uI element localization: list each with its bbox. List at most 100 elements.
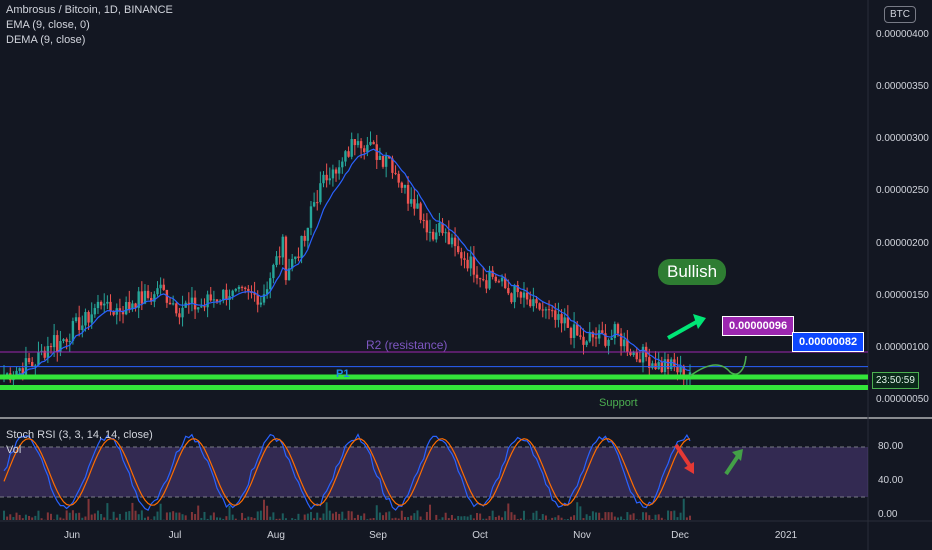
volume-bar xyxy=(281,513,284,520)
volume-bar xyxy=(613,516,616,520)
volume-bar xyxy=(660,517,663,520)
candle-body xyxy=(109,301,112,312)
candle-body xyxy=(507,288,510,294)
volume-bar xyxy=(216,517,219,520)
volume-bar xyxy=(623,519,626,520)
volume-bar xyxy=(75,513,78,520)
volume-bar xyxy=(297,513,300,520)
bullish-bubble: Bullish xyxy=(658,259,727,285)
candle-body xyxy=(623,339,626,347)
x-tick-label: Dec xyxy=(671,530,689,541)
candle-body xyxy=(560,314,563,324)
p1-label: P1 xyxy=(336,368,350,380)
candle-body xyxy=(344,151,347,162)
candle-body xyxy=(306,227,310,241)
volume-bar xyxy=(532,512,535,520)
volume-bar xyxy=(397,518,400,520)
volume-bar xyxy=(115,517,118,520)
candle-body xyxy=(200,306,203,308)
candle-body xyxy=(21,368,24,375)
candle-body xyxy=(231,290,234,297)
stoch-d-line xyxy=(3,438,691,506)
volume-bar xyxy=(347,510,350,520)
volume-bar xyxy=(372,517,375,520)
candle-body xyxy=(651,363,654,369)
volume-bar xyxy=(635,519,638,520)
candle-body xyxy=(287,268,291,281)
candle-body xyxy=(403,184,407,188)
rsi-band xyxy=(0,447,868,497)
candle-body xyxy=(212,299,216,301)
candle-body xyxy=(450,237,454,245)
candle-body xyxy=(309,206,313,228)
volume-bar xyxy=(244,518,247,520)
volume-bar xyxy=(275,518,278,520)
candle-body xyxy=(591,332,595,338)
candle-body xyxy=(106,301,109,304)
candle-body xyxy=(535,299,538,304)
candle-body xyxy=(532,299,535,307)
candle-body xyxy=(541,309,544,311)
volume-bar xyxy=(519,518,522,520)
volume-bar xyxy=(306,513,309,520)
candle-body xyxy=(240,286,244,288)
volume-bar xyxy=(294,518,297,520)
volume-bar xyxy=(435,514,438,520)
volume-bar xyxy=(620,516,623,520)
volume-bar xyxy=(400,510,403,520)
volume-bar xyxy=(429,504,432,520)
volume-bar xyxy=(591,511,594,520)
candle-body xyxy=(478,278,482,280)
candle-body xyxy=(312,202,316,207)
volume-bar xyxy=(385,512,388,520)
volume-bar xyxy=(137,514,140,520)
candle-body xyxy=(350,139,353,157)
volume-bar xyxy=(84,516,87,520)
y-tick-label: 0.00000100 xyxy=(876,341,929,353)
volume-bar xyxy=(106,503,109,520)
candle-body xyxy=(641,346,645,363)
ema-line xyxy=(3,148,691,378)
candle-body xyxy=(372,141,375,145)
volume-bar xyxy=(131,502,134,520)
candle-body xyxy=(648,357,651,369)
candle-body xyxy=(529,299,532,307)
stoch-rsi-legend: Stoch RSI (3, 3, 14, 14, close) xyxy=(6,429,153,441)
candle-body xyxy=(406,184,410,204)
volume-bar xyxy=(231,514,234,520)
candle-body xyxy=(491,270,494,277)
price-tag-purple: 0.00000096 xyxy=(722,316,795,336)
y-tick-label: 0.00000300 xyxy=(876,133,929,145)
candle-body xyxy=(388,155,391,159)
candle-body xyxy=(369,141,372,145)
volume-bar xyxy=(225,516,228,520)
candle-body xyxy=(519,292,523,298)
volume-bar xyxy=(328,510,331,520)
candle-body xyxy=(378,155,382,160)
candle-body xyxy=(416,203,419,209)
volume-bar xyxy=(21,518,24,520)
candle-body xyxy=(384,155,388,167)
volume-bar xyxy=(78,512,81,520)
volume-bar xyxy=(3,510,5,520)
volume-bar xyxy=(338,513,341,520)
candle-body xyxy=(162,284,165,290)
volume-bar xyxy=(454,518,457,520)
volume-bar xyxy=(569,516,572,520)
candle-body xyxy=(59,341,62,352)
volume-bar xyxy=(488,516,491,520)
candle-body xyxy=(215,299,219,302)
volume-bar xyxy=(444,512,447,520)
volume-bar xyxy=(607,512,610,520)
volume-bar xyxy=(632,513,635,520)
volume-bar xyxy=(156,511,159,520)
currency-button[interactable]: BTC xyxy=(884,6,916,23)
volume-bar xyxy=(604,512,607,520)
candle-body xyxy=(140,291,144,304)
candle-body xyxy=(228,296,231,300)
candle-body xyxy=(444,232,447,234)
candle-body xyxy=(303,235,306,241)
candle-body xyxy=(247,288,250,292)
candle-body xyxy=(294,256,297,259)
